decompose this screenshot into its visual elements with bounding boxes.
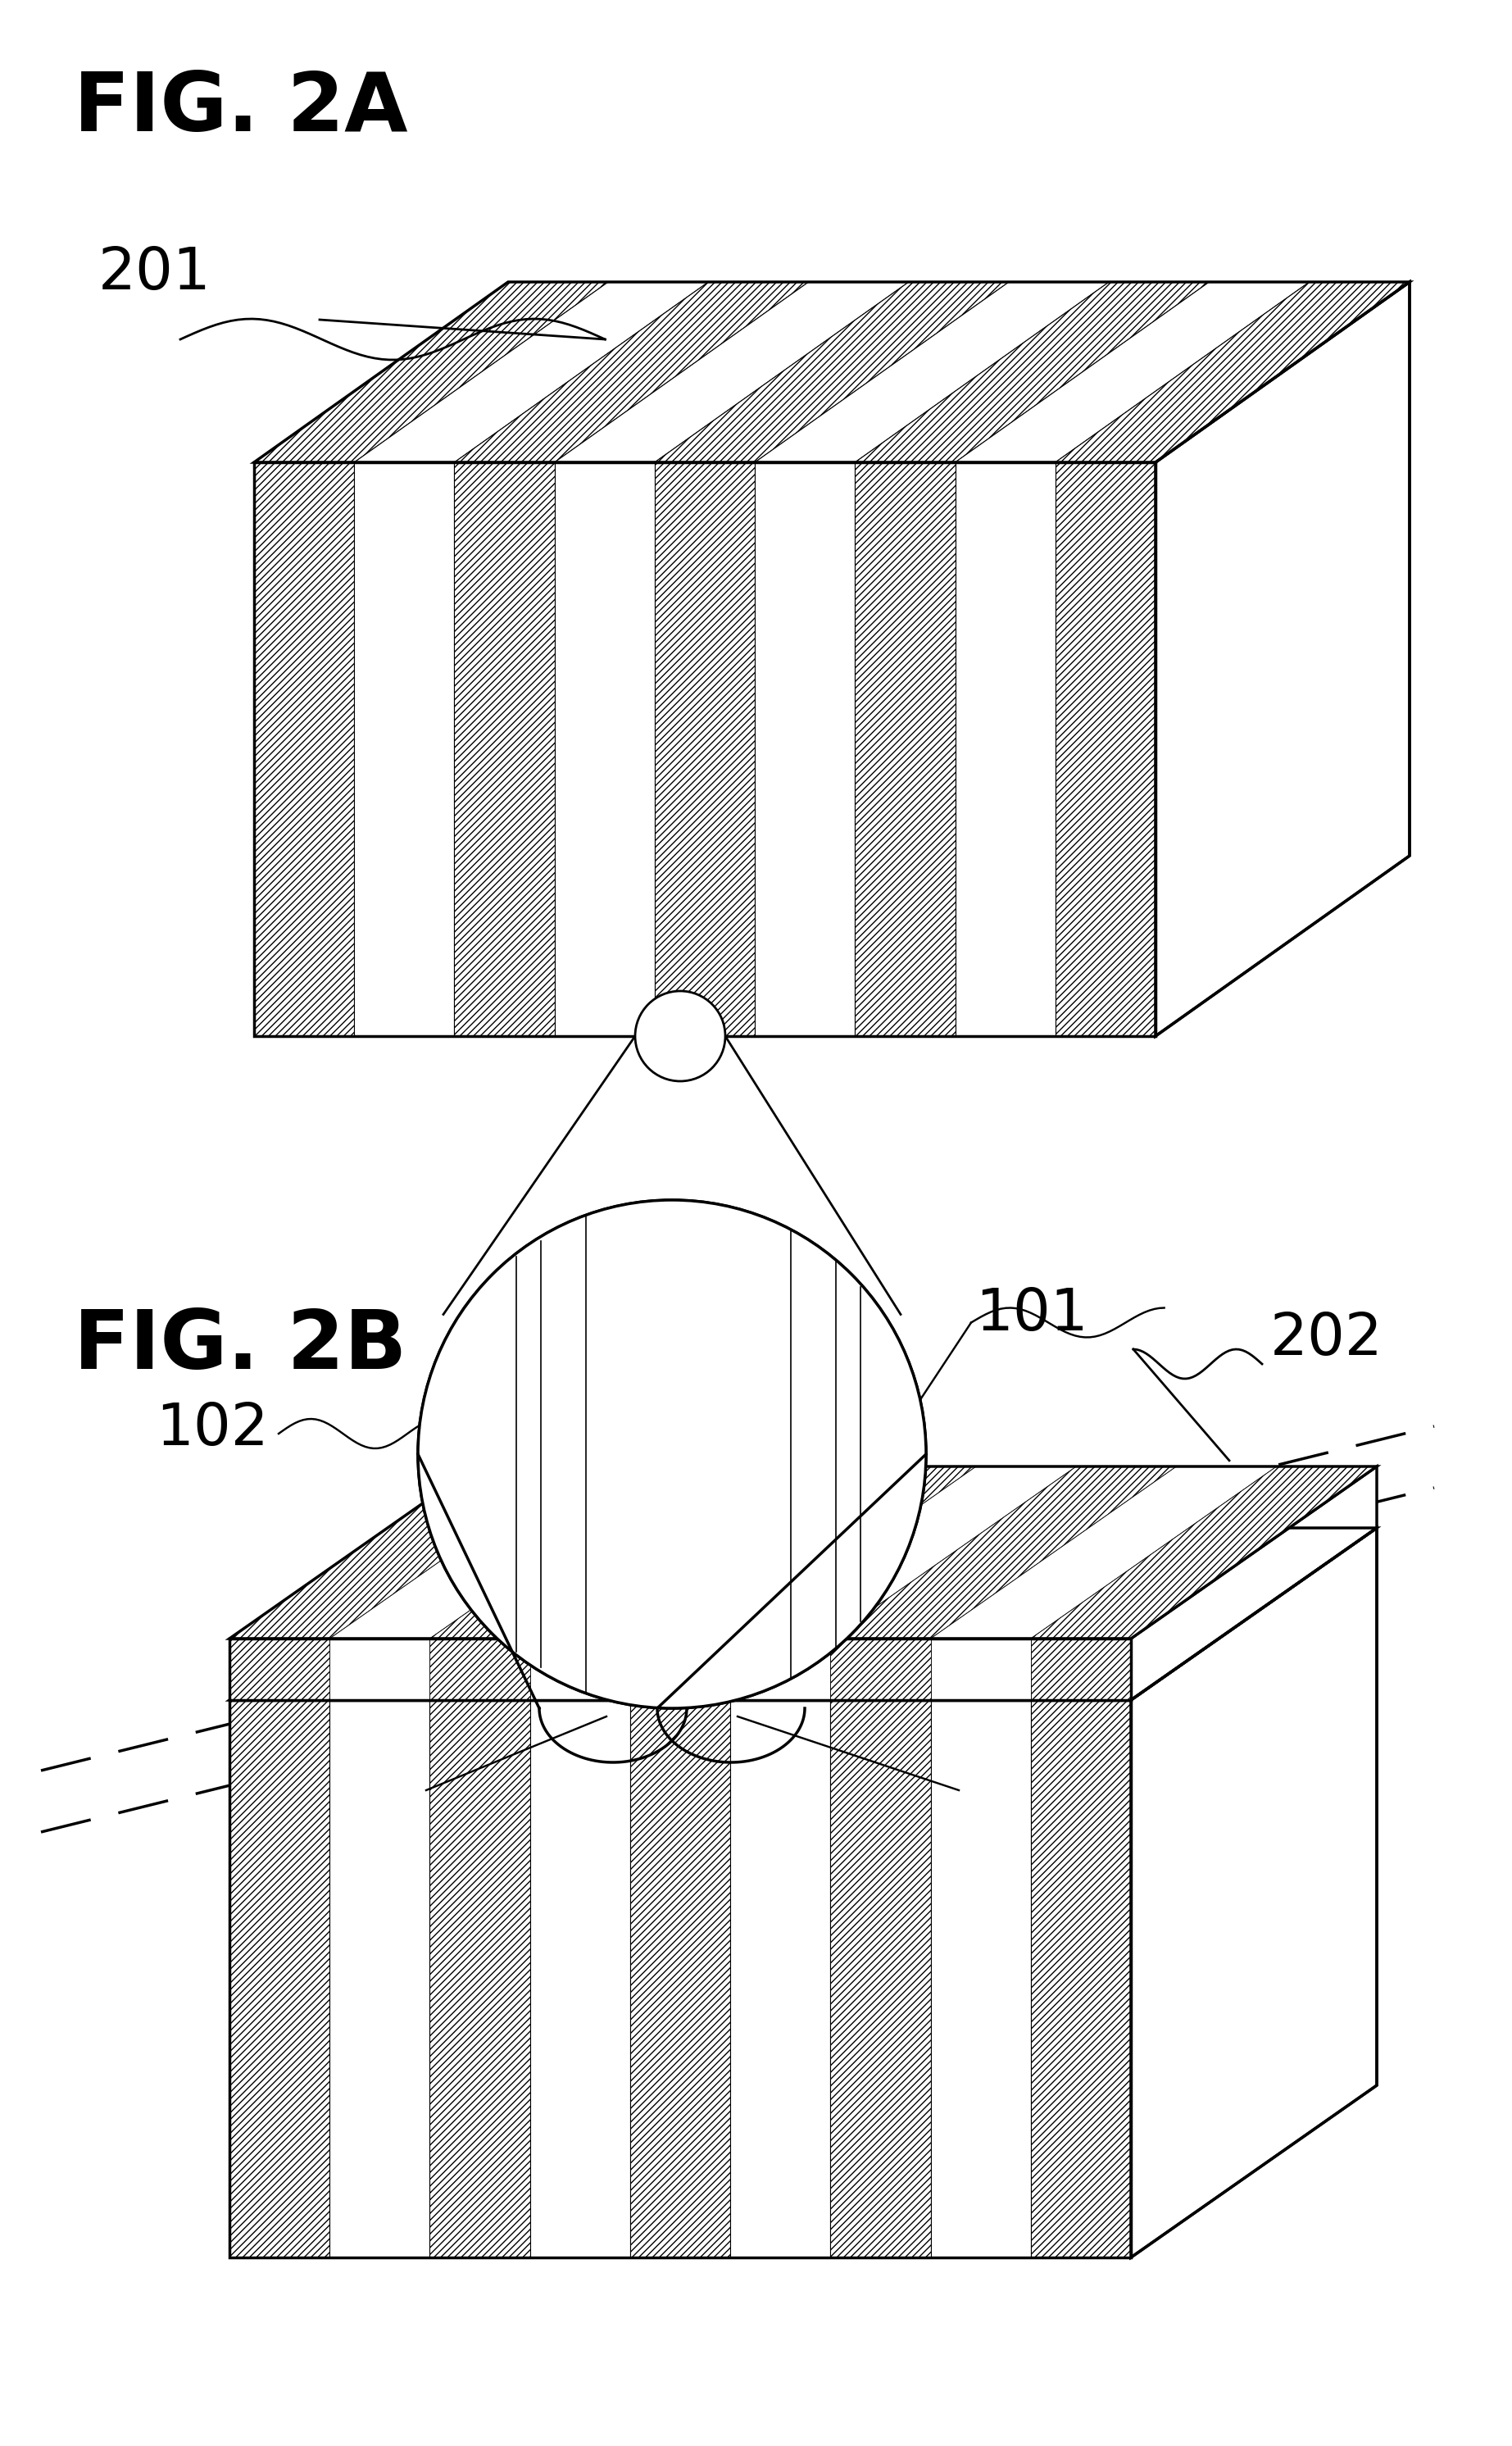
Polygon shape xyxy=(429,1529,776,1700)
Polygon shape xyxy=(230,1529,576,1700)
Polygon shape xyxy=(1131,1529,1377,2258)
Bar xyxy=(730,1700,830,2258)
Bar xyxy=(230,1700,330,2258)
Bar xyxy=(330,1700,429,2258)
Text: 101: 101 xyxy=(975,1287,1089,1343)
Bar xyxy=(330,1639,429,1700)
Polygon shape xyxy=(754,281,1110,462)
Text: FIG. 2B: FIG. 2B xyxy=(74,1306,407,1387)
Text: 201: 201 xyxy=(98,245,212,301)
Bar xyxy=(587,1201,791,1707)
Polygon shape xyxy=(854,281,1210,462)
Bar xyxy=(830,1700,930,2258)
Polygon shape xyxy=(631,1468,977,1639)
Bar xyxy=(930,1639,1031,1700)
Polygon shape xyxy=(230,1468,576,1639)
Bar xyxy=(791,1201,836,1707)
Polygon shape xyxy=(330,1529,676,1700)
Circle shape xyxy=(635,991,726,1081)
Bar xyxy=(655,462,754,1037)
Bar xyxy=(417,1201,516,1707)
Bar xyxy=(854,462,956,1037)
Bar xyxy=(1031,1700,1131,2258)
Polygon shape xyxy=(1131,1468,1377,1700)
Bar xyxy=(516,1201,541,1707)
Polygon shape xyxy=(631,1529,977,1700)
Bar xyxy=(529,1639,631,1700)
Polygon shape xyxy=(1055,281,1409,462)
Text: 104: 104 xyxy=(271,1761,383,1817)
Text: 103: 103 xyxy=(959,1761,1072,1817)
Polygon shape xyxy=(730,1529,1077,1700)
Bar xyxy=(631,1700,730,2258)
Polygon shape xyxy=(930,1529,1276,1700)
Bar xyxy=(429,1639,529,1700)
Polygon shape xyxy=(254,281,608,462)
Bar xyxy=(956,462,1055,1037)
Circle shape xyxy=(417,1201,925,1707)
Bar xyxy=(930,1700,1031,2258)
Bar xyxy=(555,462,655,1037)
Bar xyxy=(529,1700,631,2258)
Bar xyxy=(254,462,354,1037)
Polygon shape xyxy=(529,1468,875,1639)
Bar xyxy=(429,1700,529,2258)
Bar xyxy=(836,1201,860,1707)
Bar xyxy=(354,462,455,1037)
Text: 202: 202 xyxy=(1270,1311,1383,1367)
Polygon shape xyxy=(330,1468,676,1639)
Bar xyxy=(541,1201,587,1707)
Bar xyxy=(1055,462,1155,1037)
Polygon shape xyxy=(354,281,709,462)
Polygon shape xyxy=(1031,1468,1377,1639)
Bar xyxy=(860,1201,1025,1707)
Bar xyxy=(455,462,555,1037)
Polygon shape xyxy=(930,1468,1276,1639)
Bar xyxy=(230,1639,330,1700)
Polygon shape xyxy=(655,281,1009,462)
Bar xyxy=(631,1639,730,1700)
Text: 102: 102 xyxy=(156,1402,269,1458)
Polygon shape xyxy=(455,281,809,462)
Polygon shape xyxy=(830,1529,1176,1700)
Polygon shape xyxy=(529,1529,875,1700)
Polygon shape xyxy=(1155,281,1409,1037)
Polygon shape xyxy=(730,1468,1077,1639)
Polygon shape xyxy=(830,1468,1176,1639)
Polygon shape xyxy=(956,281,1309,462)
Text: FIG. 2A: FIG. 2A xyxy=(74,68,408,149)
Bar xyxy=(730,1639,830,1700)
Bar xyxy=(754,462,854,1037)
Polygon shape xyxy=(429,1468,776,1639)
Bar xyxy=(830,1639,930,1700)
Polygon shape xyxy=(1031,1529,1377,1700)
Bar xyxy=(1031,1639,1131,1700)
Polygon shape xyxy=(555,281,909,462)
